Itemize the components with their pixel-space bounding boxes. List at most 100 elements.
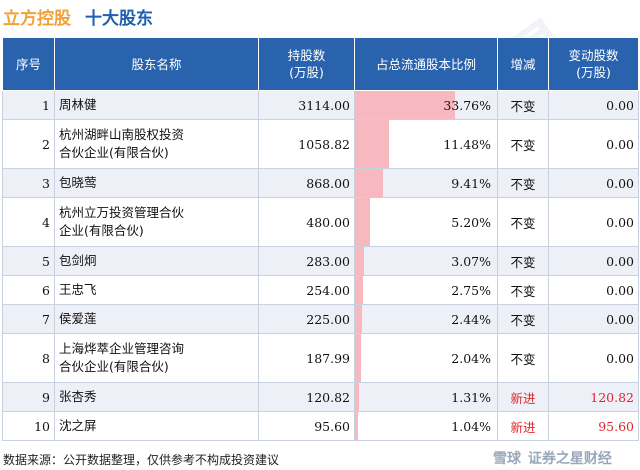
shares-held: 868.00 [258,168,355,198]
shareholder-name: 上海烨萃企业管理咨询 合伙企业(有限合伙) [54,333,259,383]
shares-held: 254.00 [258,275,355,305]
change-status: 不变 [497,197,549,247]
change-status: 不变 [497,275,549,305]
table-row: 4 杭州立万投资管理合伙 企业(有限合伙) 480.00 5.20% 不变 0.00 [2,197,639,247]
change-status: 新进 [497,382,549,412]
ratio-bar [355,169,383,197]
chart-title: 十大股东 [85,9,153,29]
table-row: 7 侯爱莲 225.00 2.44% 不变 0.00 [2,304,639,334]
shares-held: 225.00 [258,304,355,334]
row-rank: 8 [2,333,55,383]
ratio-bar [355,91,456,119]
table-row: 6 王忠飞 254.00 2.75% 不变 0.00 [2,275,639,305]
table-row: 8 上海烨萃企业管理咨询 合伙企业(有限合伙) 187.99 2.04% 不变 0.00 [2,333,639,383]
change-shares: 0.00 [548,304,639,334]
data-source-note: 数据来源：公开数据整理，仅供参考不构成投资建议 [3,453,280,467]
ratio-bar [355,120,390,168]
shares-held: 1058.82 [258,119,355,169]
table-row: 10 沈之屏 95.60 1.04% 新进 95.60 [2,411,639,441]
change-shares: 95.60 [548,411,639,441]
row-rank: 5 [2,246,55,276]
row-rank: 9 [2,382,55,412]
change-shares: 0.00 [548,197,639,247]
float-ratio-cell: 2.75% [354,275,498,305]
table-row: 2 杭州湖畔山南股权投资 合伙企业(有限合伙) 1058.82 11.48% 不变 0.0… [2,119,639,169]
shares-held: 3114.00 [258,90,355,120]
float-ratio-cell: 2.04% [354,333,498,383]
table-row: 1 周林健 3114.00 33.76% 不变 0.00 [2,90,639,120]
row-rank: 10 [2,411,55,441]
row-rank: 2 [2,119,55,169]
change-shares: 0.00 [548,333,639,383]
row-rank: 4 [2,197,55,247]
ratio-bar [355,198,371,246]
float-ratio-cell: 1.04% [354,411,498,441]
shareholders-table: 序号 股东名称 持股数 (万股) 占总流通股本比例 增减 变动股数 (万股) 1… [2,37,639,441]
shares-held: 283.00 [258,246,355,276]
shareholder-name: 包剑炯 [54,246,259,276]
change-shares: 0.00 [548,168,639,198]
ratio-bar [355,247,365,275]
shareholder-name: 侯爱莲 [54,304,259,334]
change-shares: 0.00 [548,90,639,120]
shareholder-name: 杭州立万投资管理合伙 企业(有限合伙) [54,197,259,247]
change-status: 不变 [497,119,549,169]
brand-name: 证券之星财经 [527,451,612,467]
ratio-label: 9.41% [451,175,491,191]
change-status: 不变 [497,333,549,383]
brand-platform: 雪球 [493,451,521,467]
float-ratio-cell: 5.20% [354,197,498,247]
float-ratio-cell: 11.48% [354,119,498,169]
change-status: 不变 [497,90,549,120]
ratio-bar [355,412,359,440]
ratio-label: 1.04% [451,418,491,434]
shareholder-name: 王忠飞 [54,275,259,305]
row-rank: 7 [2,304,55,334]
ratio-bar [355,383,359,411]
ratio-label: 2.04% [451,350,491,366]
column-header-rank: 序号 [2,37,55,91]
stock-name: 立方控股 [3,9,71,29]
ratio-label: 33.76% [443,97,491,113]
column-header-delta: 变动股数 (万股) [548,37,639,91]
column-header-name: 股东名称 [54,37,259,91]
brand-watermark: 雪球 证券之星财经 [493,448,612,468]
ratio-label: 1.31% [451,389,491,405]
page-title: 立方控股 十大股东 [3,4,153,29]
ratio-bar [355,334,362,382]
change-shares: 0.00 [548,246,639,276]
float-ratio-cell: 2.44% [354,304,498,334]
column-header-shares: 持股数 (万股) [258,37,355,91]
float-ratio-cell: 9.41% [354,168,498,198]
float-ratio-cell: 3.07% [354,246,498,276]
shareholder-name: 杭州湖畔山南股权投资 合伙企业(有限合伙) [54,119,259,169]
table-row: 3 包晓莺 868.00 9.41% 不变 0.00 [2,168,639,198]
shares-held: 187.99 [258,333,355,383]
change-status: 新进 [497,411,549,441]
row-rank: 3 [2,168,55,198]
row-rank: 1 [2,90,55,120]
change-shares: 0.00 [548,119,639,169]
ratio-bar [355,276,364,304]
table-header-row: 序号 股东名称 持股数 (万股) 占总流通股本比例 增减 变动股数 (万股) [2,37,639,91]
shareholder-name: 沈之屏 [54,411,259,441]
shares-held: 95.60 [258,411,355,441]
shareholder-name: 包晓莺 [54,168,259,198]
shares-held: 120.82 [258,382,355,412]
change-status: 不变 [497,168,549,198]
ratio-label: 11.48% [443,136,491,152]
float-ratio-cell: 33.76% [354,90,498,120]
shareholder-name: 周林健 [54,90,259,120]
change-status: 不变 [497,304,549,334]
ratio-bar [355,305,363,333]
shareholder-name: 张杏秀 [54,382,259,412]
change-shares: 0.00 [548,275,639,305]
float-ratio-cell: 1.31% [354,382,498,412]
shares-held: 480.00 [258,197,355,247]
ratio-label: 2.75% [451,282,491,298]
table-row: 9 张杏秀 120.82 1.31% 新进 120.82 [2,382,639,412]
ratio-label: 3.07% [451,253,491,269]
change-shares: 120.82 [548,382,639,412]
table-row: 5 包剑炯 283.00 3.07% 不变 0.00 [2,246,639,276]
column-header-change: 增减 [497,37,549,91]
